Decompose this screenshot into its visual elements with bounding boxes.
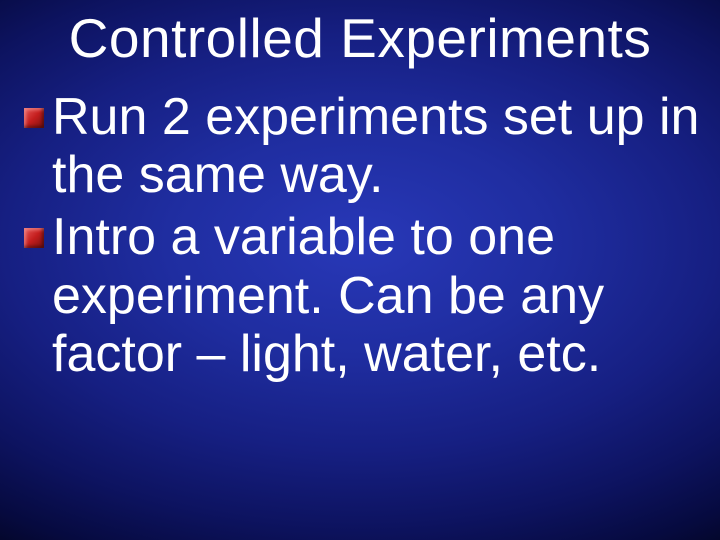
bullet-text: Run 2 experiments set up in the same way…: [52, 88, 699, 204]
slide-title: Controlled Experiments: [0, 6, 720, 70]
list-item: Intro a variable to one experiment. Can …: [24, 208, 700, 383]
bullet-text: Intro a variable to one experiment. Can …: [52, 208, 604, 382]
bullet-icon: [24, 108, 44, 128]
slide: Controlled Experiments Run 2 experiments…: [0, 0, 720, 540]
list-item: Run 2 experiments set up in the same way…: [24, 88, 700, 204]
slide-body: Run 2 experiments set up in the same way…: [24, 88, 700, 387]
bullet-icon: [24, 228, 44, 248]
